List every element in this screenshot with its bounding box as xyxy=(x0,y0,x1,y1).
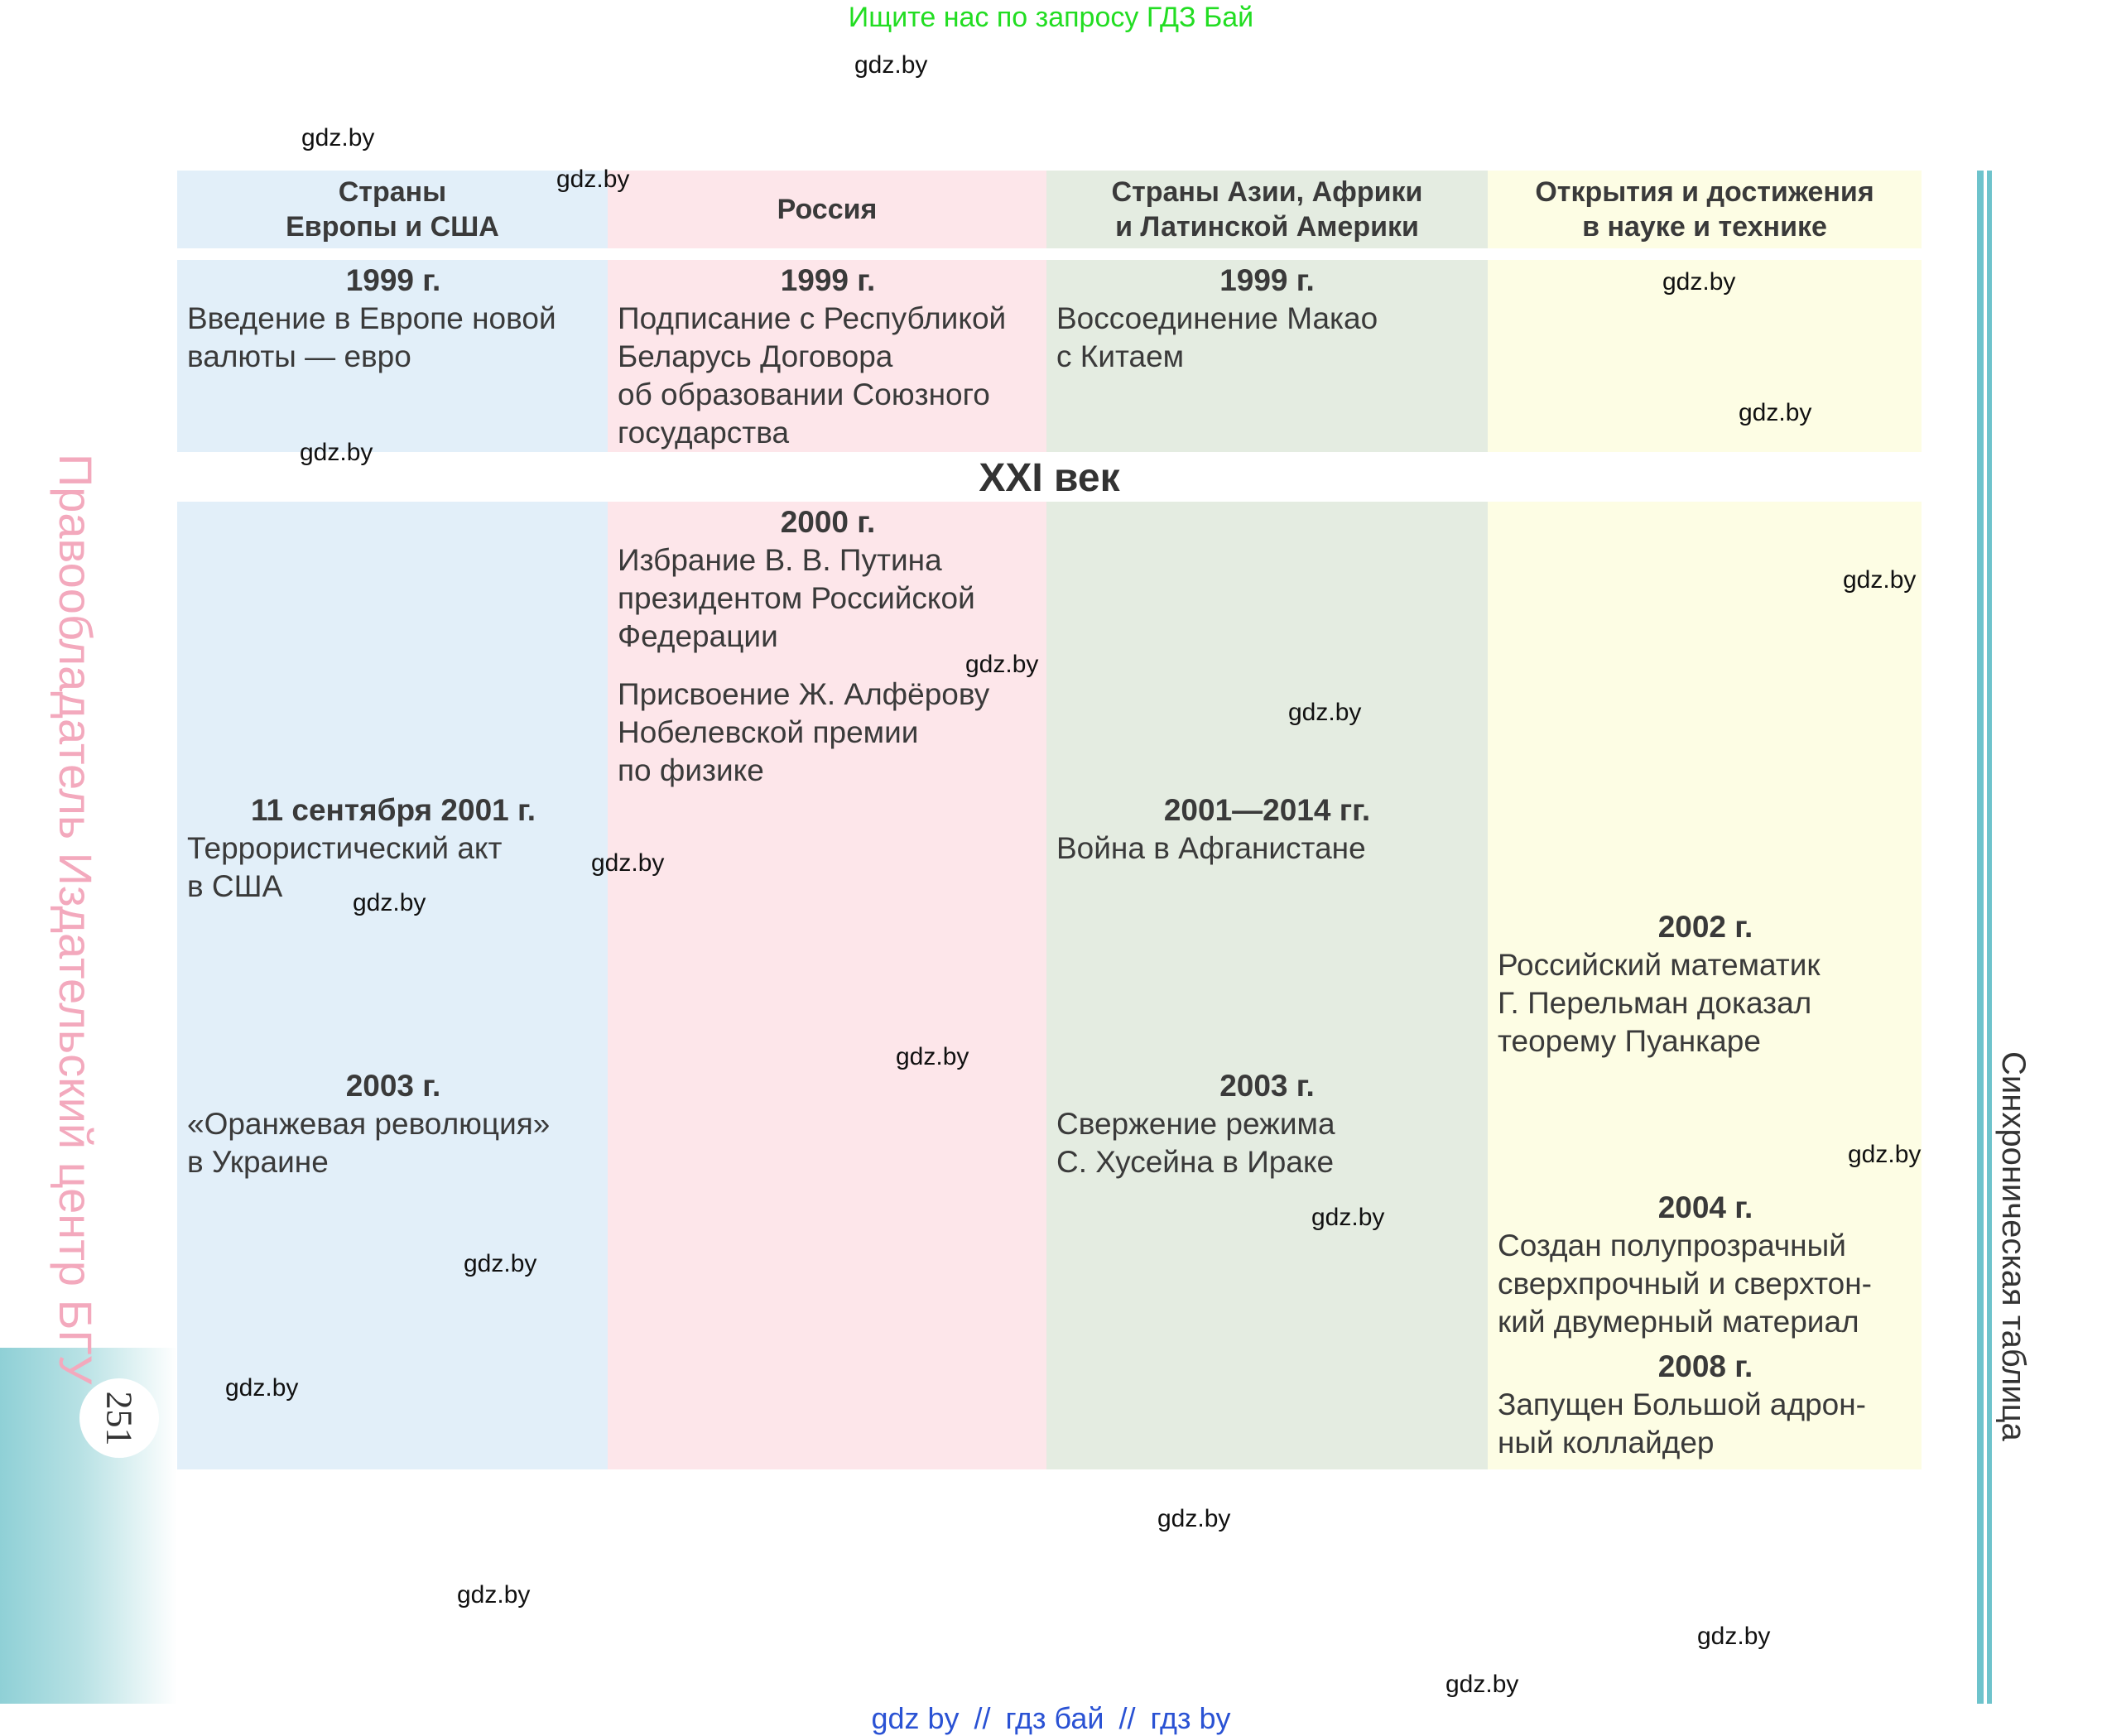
event-text: Подписание с Республикой Беларусь Догово… xyxy=(618,301,1007,450)
event-year: 1999 г. xyxy=(780,263,876,297)
event-text: Запущен Большой адрон- ный коллайдер xyxy=(1498,1387,1866,1459)
event-text: «Оранжевая революция» в Украине xyxy=(187,1107,551,1179)
footer-links: gdz by // гдз бай // гдз by xyxy=(0,1701,2102,1736)
footer-link-gdz-by[interactable]: gdz by xyxy=(871,1701,960,1735)
event-europe-2001: 11 сентября 2001 г. Террористический акт… xyxy=(187,791,599,906)
watermark: gdz.by xyxy=(353,889,426,916)
footer-link-gdz-by-ru[interactable]: гдз by xyxy=(1150,1701,1231,1735)
watermark: gdz.by xyxy=(300,439,373,466)
footer-separator: // xyxy=(974,1701,991,1735)
watermark: gdz.by xyxy=(464,1250,537,1277)
event-asia-1999: 1999 г. Воссоединение Макао с Китаем xyxy=(1056,262,1478,376)
event-text: Война в Афганистане xyxy=(1056,831,1366,865)
header-divider xyxy=(177,248,1922,260)
century-divider xyxy=(177,452,1922,502)
event-science-2008: 2008 г. Запущен Большой адрон- ный колла… xyxy=(1498,1348,1913,1462)
event-science-2002: 2002 г. Российский математик Г. Перельма… xyxy=(1498,908,1913,1060)
watermark: gdz.by xyxy=(854,51,928,79)
column-asia-africa-latam xyxy=(1046,171,1488,1469)
watermark: gdz.by xyxy=(1311,1204,1385,1231)
watermark: gdz.by xyxy=(1288,699,1362,726)
side-rule xyxy=(1987,171,1992,1704)
watermark: gdz.by xyxy=(556,166,630,193)
event-science-2004: 2004 г. Создан полупрозрачный сверхпрочн… xyxy=(1498,1189,1913,1341)
watermark: gdz.by xyxy=(1697,1623,1771,1650)
header-science: Открытия и достижения в науке и технике xyxy=(1535,176,1874,243)
event-text: Террористический акт в США xyxy=(187,831,503,903)
watermark: gdz.by xyxy=(965,651,1039,678)
event-text: Создан полупрозрачный сверхпрочный и све… xyxy=(1498,1229,1872,1339)
event-year: 2003 г. xyxy=(1219,1069,1315,1103)
watermark: gdz.by xyxy=(301,124,375,151)
watermark: gdz.by xyxy=(1445,1671,1519,1698)
event-year: 2002 г. xyxy=(1657,910,1753,944)
column-russia xyxy=(608,171,1046,1469)
watermark: gdz.by xyxy=(1843,566,1917,594)
event-text: Свержение режима С. Хусейна в Ираке xyxy=(1056,1107,1335,1179)
watermark: gdz.by xyxy=(1662,268,1736,296)
event-asia-2003: 2003 г. Свержение режима С. Хусейна в Ир… xyxy=(1056,1067,1478,1181)
watermark: gdz.by xyxy=(457,1581,531,1609)
event-year: 2003 г. xyxy=(345,1069,441,1103)
century-heading: XXI век xyxy=(979,456,1120,500)
event-russia-1999: 1999 г. Подписание с Республикой Беларус… xyxy=(618,262,1038,452)
side-title: Синхроническая таблица xyxy=(1995,1051,2032,1441)
event-year: 1999 г. xyxy=(345,263,441,297)
event-asia-2001: 2001—2014 гг. Война в Афганистане xyxy=(1056,791,1478,868)
event-text: Введение в Европе новой валюты — евро xyxy=(187,301,556,373)
event-year: 1999 г. xyxy=(1219,263,1315,297)
event-year: 2000 г. xyxy=(780,505,876,539)
event-text: Избрание В. В. Путина президентом Россий… xyxy=(618,543,975,653)
event-year: 2008 г. xyxy=(1657,1349,1753,1383)
header-asia-africa-latam: Страны Азии, Африки и Латинской Америки xyxy=(1111,176,1423,243)
watermark: gdz.by xyxy=(225,1374,299,1402)
event-text: Присвоение Ж. Алфёрову Нобелевской преми… xyxy=(618,677,990,787)
event-year: 11 сентября 2001 г. xyxy=(250,793,536,827)
footer-separator: // xyxy=(1118,1701,1136,1735)
event-text: Российский математик Г. Перельман доказа… xyxy=(1498,948,1821,1058)
watermark: gdz.by xyxy=(1848,1141,1922,1168)
event-russia-2000-nobel: Присвоение Ж. Алфёрову Нобелевской преми… xyxy=(618,676,1038,790)
event-europe-2003: 2003 г. «Оранжевая революция» в Украине xyxy=(187,1067,599,1181)
event-year: 2004 г. xyxy=(1657,1190,1753,1224)
search-banner: Ищите нас по запросу ГДЗ Бай xyxy=(848,2,1254,33)
event-russia-2000: 2000 г. Избрание В. В. Путина президенто… xyxy=(618,503,1038,656)
footer-link-gdz-bai[interactable]: гдз бай xyxy=(1005,1701,1104,1735)
event-europe-1999: 1999 г. Введение в Европе новой валюты —… xyxy=(187,262,599,376)
watermark: gdz.by xyxy=(591,849,665,877)
publisher-credit: Правообладатель Издательский центр БГУ xyxy=(50,454,102,1385)
event-year: 2001—2014 гг. xyxy=(1163,793,1371,827)
event-text: Воссоединение Макао с Китаем xyxy=(1056,301,1378,373)
header-russia: Россия xyxy=(777,194,878,225)
side-rule xyxy=(1977,171,1984,1704)
watermark: gdz.by xyxy=(1739,399,1812,426)
column-europe-usa xyxy=(177,171,608,1469)
page-number: 251 xyxy=(99,1391,140,1445)
page-number-badge: 251 xyxy=(79,1378,159,1458)
watermark: gdz.by xyxy=(896,1043,969,1070)
header-europe-usa: Страны Европы и США xyxy=(286,176,499,243)
column-science xyxy=(1488,171,1922,1469)
watermark: gdz.by xyxy=(1157,1505,1231,1532)
